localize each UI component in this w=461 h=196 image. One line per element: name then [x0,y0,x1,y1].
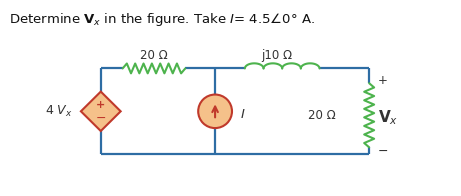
Text: 4 $V_x$: 4 $V_x$ [45,104,73,119]
Text: +: + [378,74,388,87]
Text: j10 Ω: j10 Ω [262,49,293,62]
Text: −: − [378,145,389,158]
Text: $\mathbf{V}_x$: $\mathbf{V}_x$ [378,108,398,127]
Text: Determine $\mathbf{V}_x$ in the figure. Take $I$= 4.5$\angle$0° A.: Determine $\mathbf{V}_x$ in the figure. … [9,11,315,28]
Polygon shape [81,92,121,131]
Text: +: + [96,100,106,110]
Text: 20 Ω: 20 Ω [307,109,335,122]
Text: $I$: $I$ [240,108,246,121]
Text: 20 Ω: 20 Ω [140,49,168,62]
Circle shape [198,94,232,128]
Text: −: − [95,112,106,125]
